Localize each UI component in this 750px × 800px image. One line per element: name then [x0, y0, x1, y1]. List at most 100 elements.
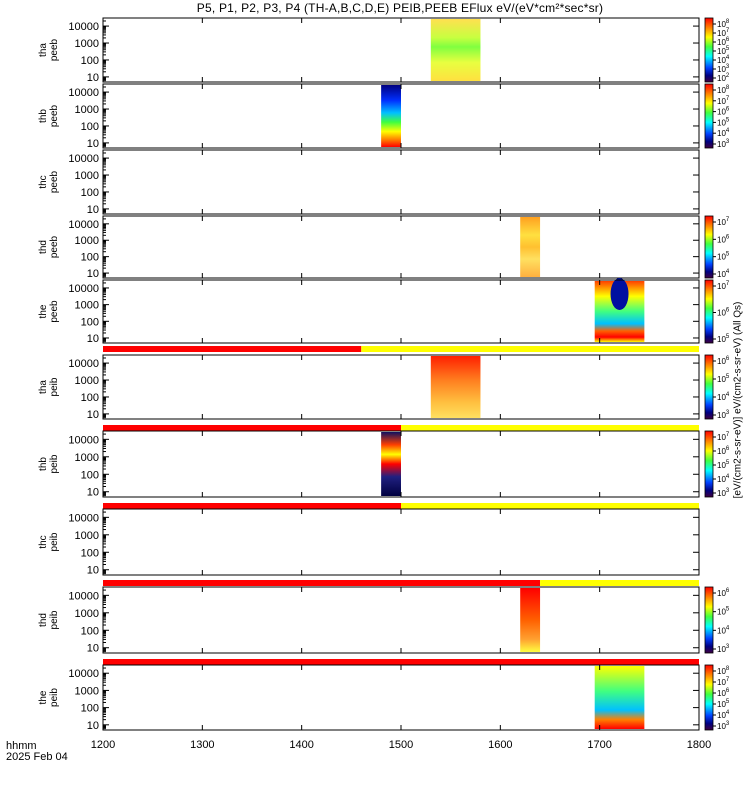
spectrogram-burst	[381, 85, 401, 147]
colorbar-tick-label: 107	[717, 217, 730, 227]
colorbar-tick-label: 105	[717, 334, 730, 344]
x-tick-label: 1300	[190, 739, 214, 751]
panel-label: thcpeeb	[38, 170, 60, 193]
y-tick-label: 10000	[68, 153, 99, 165]
mode-bar-a	[103, 503, 401, 509]
colorbar-tick-label: 107	[717, 281, 730, 291]
colorbar-tick-label: 104	[717, 625, 730, 635]
spectrogram-burst	[430, 19, 481, 81]
colorbar-tick-label: 106	[717, 688, 730, 698]
colorbar-tick-label: 107	[717, 677, 730, 687]
panel-label: thbpeib	[38, 454, 60, 473]
colorbar-tick-label: 103	[717, 139, 730, 149]
colorbar-tick-label: 105	[717, 607, 730, 617]
y-tick-label: 1000	[75, 38, 99, 50]
chart-title: P5, P1, P2, P3, P4 (TH-A,B,C,D,E) PEIB,P…	[196, 1, 604, 15]
y-tick-label: 100	[81, 252, 99, 264]
y-tick-label: 10000	[68, 21, 99, 33]
colorbar-tick-label: 106	[717, 234, 730, 244]
colorbar-tick-label: 106	[717, 446, 730, 456]
y-tick-label: 10000	[68, 219, 99, 231]
colorbar-tick-label: 103	[717, 644, 730, 654]
colorbar-tick-label: 102	[717, 73, 730, 83]
y-tick-label: 10	[87, 204, 99, 216]
spectrogram-burst	[430, 356, 481, 418]
colorbar-tick-label: 105	[717, 374, 730, 384]
y-tick-label: 1000	[75, 170, 99, 182]
x-tick-label: 1600	[488, 739, 512, 751]
colorbar-tick-label: 106	[717, 107, 730, 117]
colorbar	[704, 83, 714, 149]
panels: 10100100010000thapeeb1081071061051041031…	[38, 17, 730, 732]
mode-bar-a	[103, 659, 699, 665]
panel-label: thapeib	[38, 377, 60, 396]
colorbar	[704, 215, 714, 279]
y-tick-label: 10000	[68, 512, 99, 524]
y-tick-label: 100	[81, 121, 99, 133]
y-tick-label: 100	[81, 625, 99, 637]
mode-bar-b	[401, 503, 699, 509]
colorbar	[704, 586, 714, 654]
x-tick-label: 1200	[91, 739, 115, 751]
y-tick-label: 10	[87, 720, 99, 732]
y-tick-label: 100	[81, 547, 99, 559]
colorbar-units-label: [eV/(cm2-s-sr-eV)] eV/(cm2-s-sr-eV) (All…	[732, 301, 744, 499]
y-tick-label: 10	[87, 409, 99, 421]
colorbar	[704, 430, 714, 498]
panel-thc-peib: 10 100 1000 10000 thcpeib	[38, 508, 700, 577]
panel-thb-peib: 10 100 1000 10000 thbpeib 107 106 105 104 103	[38, 430, 730, 499]
colorbar-tick-label: 104	[717, 128, 730, 138]
panel-frame	[102, 354, 700, 420]
colorbar-tick-label: 105	[717, 117, 730, 127]
y-tick-label: 10000	[68, 358, 99, 370]
x-tick-label: 1700	[587, 739, 611, 751]
y-tick-label: 10	[87, 72, 99, 84]
colorbar-tick-label: 107	[717, 28, 730, 38]
y-tick-label: 1000	[75, 530, 99, 542]
y-tick-label: 10	[87, 268, 99, 280]
colorbar	[704, 17, 714, 83]
panel-label: thdpeib	[38, 610, 60, 629]
panel-frame	[102, 215, 700, 279]
panel-label: thbpeeb	[38, 104, 60, 127]
panel-thc-peeb: 10 100 1000 10000 thcpeeb	[38, 149, 700, 216]
mode-bar-b	[540, 580, 699, 586]
spectrogram-feature	[610, 278, 629, 310]
panel-tha-peeb: 10 100 1000 10000 thapeeb 1081071061051041031…	[38, 17, 730, 84]
y-tick-label: 10000	[68, 668, 99, 680]
x-axis: 1200 1300 1400 1500 1600 1700 1800	[91, 739, 711, 751]
colorbar-tick-label: 103	[717, 721, 730, 731]
colorbar-tick-label: 107	[717, 96, 730, 106]
colorbar	[704, 354, 714, 420]
colorbar-tick-label: 106	[717, 356, 730, 366]
date-label: 2025 Feb 04	[6, 751, 68, 763]
spectrogram-burst	[520, 217, 541, 277]
y-tick-label: 10	[87, 333, 99, 345]
y-tick-label: 1000	[75, 375, 99, 387]
y-tick-label: 10	[87, 487, 99, 499]
y-tick-label: 10000	[68, 590, 99, 602]
y-tick-label: 1000	[75, 300, 99, 312]
x-tick-label: 1400	[289, 739, 313, 751]
y-tick-label: 10000	[68, 87, 99, 99]
colorbar-tick-label: 103	[717, 488, 730, 498]
colorbar-tick-label: 108	[717, 19, 730, 29]
y-tick-label: 100	[81, 703, 99, 715]
colorbar	[704, 279, 714, 344]
colorbar-tick-label: 104	[717, 269, 730, 279]
panel-frame	[102, 17, 700, 83]
panel-label: thdpeeb	[38, 235, 60, 258]
y-tick-label: 1000	[75, 608, 99, 620]
colorbar-tick-label: 105	[717, 252, 730, 262]
colorbar-tick-label: 104	[717, 55, 730, 65]
panel-label: thapeeb	[38, 38, 60, 61]
panel-tha-peib: 10 100 1000 10000 thapeib 106 105 104 103	[38, 354, 730, 421]
panel-the-peeb: 10 100 1000 10000 thepeeb 107 106 105	[38, 278, 730, 345]
mode-bar-b	[401, 425, 699, 431]
x-tick-label: 1500	[389, 739, 413, 751]
y-tick-label: 1000	[75, 235, 99, 247]
